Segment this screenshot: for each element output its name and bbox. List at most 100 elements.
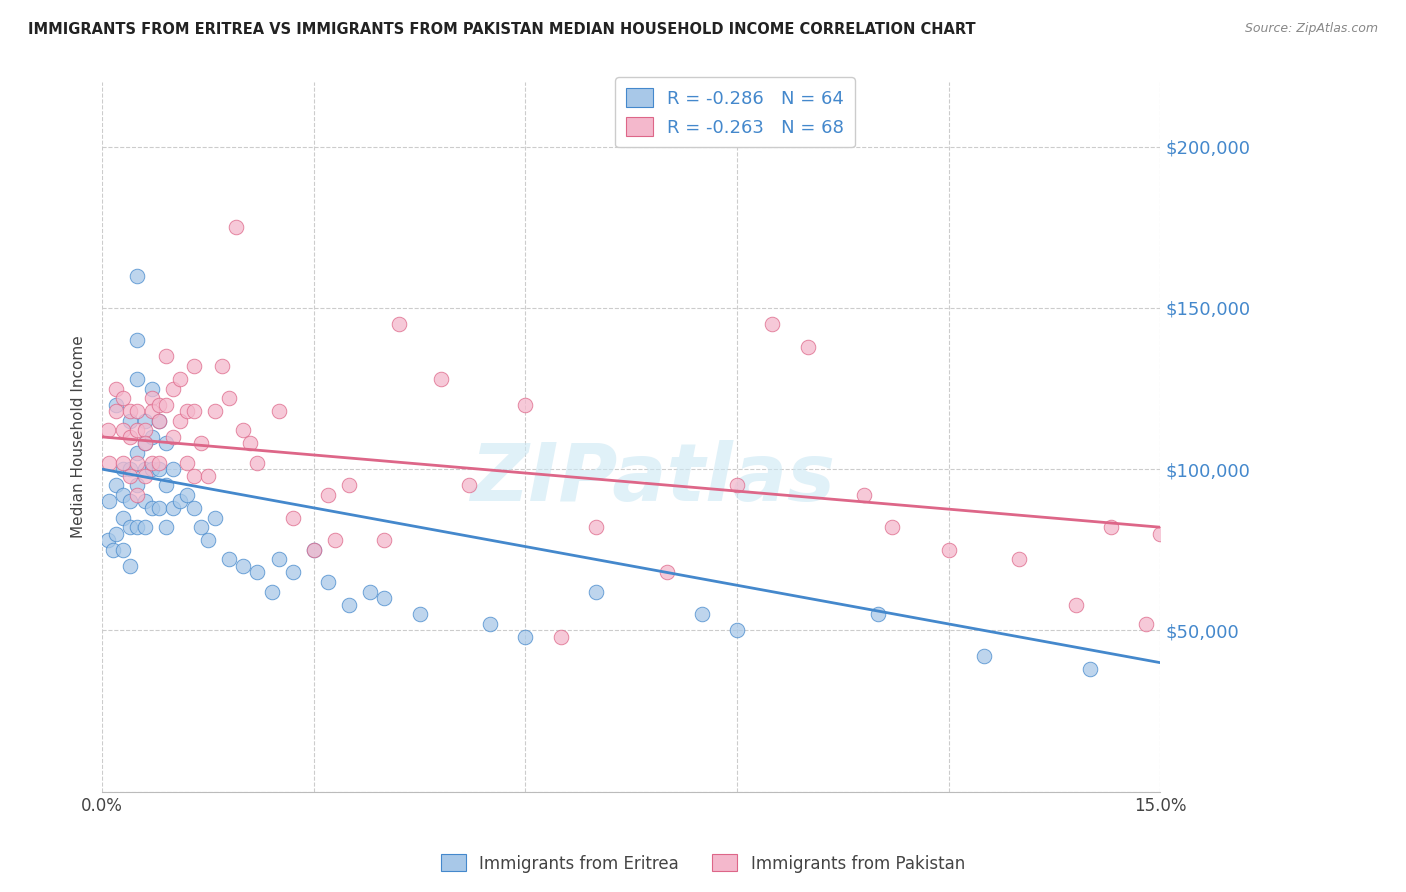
Point — [302, 542, 325, 557]
Point — [141, 500, 163, 515]
Point — [1078, 662, 1101, 676]
Point — [148, 398, 170, 412]
Point — [479, 617, 502, 632]
Point — [127, 372, 149, 386]
Point — [127, 478, 149, 492]
Point — [112, 456, 135, 470]
Point — [430, 372, 453, 386]
Point — [120, 558, 142, 573]
Point — [120, 494, 142, 508]
Y-axis label: Median Household Income: Median Household Income — [72, 335, 86, 538]
Point — [281, 566, 304, 580]
Point — [134, 520, 156, 534]
Legend: R = -0.286   N = 64, R = -0.263   N = 68: R = -0.286 N = 64, R = -0.263 N = 68 — [614, 77, 855, 147]
Point — [105, 404, 128, 418]
Point — [148, 414, 170, 428]
Point — [148, 456, 170, 470]
Point — [155, 478, 177, 492]
Point — [316, 488, 339, 502]
Point — [725, 478, 748, 492]
Point — [134, 424, 156, 438]
Point — [882, 520, 904, 534]
Point — [162, 462, 184, 476]
Point — [120, 404, 142, 418]
Point — [134, 414, 156, 428]
Point — [1099, 520, 1122, 534]
Point — [373, 591, 395, 606]
Point — [190, 520, 212, 534]
Point — [169, 414, 191, 428]
Point — [246, 456, 269, 470]
Point — [585, 520, 607, 534]
Point — [148, 462, 170, 476]
Legend: Immigrants from Eritrea, Immigrants from Pakistan: Immigrants from Eritrea, Immigrants from… — [434, 847, 972, 880]
Point — [176, 456, 198, 470]
Point — [127, 446, 149, 460]
Point — [204, 404, 226, 418]
Point — [550, 630, 572, 644]
Point — [323, 533, 346, 548]
Point — [134, 462, 156, 476]
Point — [141, 382, 163, 396]
Point — [120, 468, 142, 483]
Point — [105, 382, 128, 396]
Point — [105, 478, 128, 492]
Point — [141, 391, 163, 405]
Point — [141, 456, 163, 470]
Point — [267, 552, 290, 566]
Point — [183, 404, 205, 418]
Point — [302, 542, 325, 557]
Point — [183, 359, 205, 373]
Point — [120, 414, 142, 428]
Point — [408, 607, 430, 622]
Point — [690, 607, 713, 622]
Point — [761, 317, 783, 331]
Point — [169, 494, 191, 508]
Point — [148, 500, 170, 515]
Point — [112, 488, 135, 502]
Point — [98, 456, 121, 470]
Point — [796, 340, 818, 354]
Point — [246, 566, 269, 580]
Point — [127, 488, 149, 502]
Point — [197, 533, 219, 548]
Point — [162, 500, 184, 515]
Point — [316, 575, 339, 590]
Point — [169, 372, 191, 386]
Point — [155, 436, 177, 450]
Point — [183, 468, 205, 483]
Point — [1008, 552, 1031, 566]
Text: IMMIGRANTS FROM ERITREA VS IMMIGRANTS FROM PAKISTAN MEDIAN HOUSEHOLD INCOME CORR: IMMIGRANTS FROM ERITREA VS IMMIGRANTS FR… — [28, 22, 976, 37]
Point — [105, 398, 128, 412]
Point — [204, 510, 226, 524]
Point — [141, 404, 163, 418]
Point — [141, 430, 163, 444]
Point — [1064, 598, 1087, 612]
Point — [155, 520, 177, 534]
Point — [973, 649, 995, 664]
Point — [127, 424, 149, 438]
Point — [127, 404, 149, 418]
Point — [585, 584, 607, 599]
Point — [162, 382, 184, 396]
Point — [127, 456, 149, 470]
Point — [176, 404, 198, 418]
Point — [97, 533, 120, 548]
Point — [281, 510, 304, 524]
Point — [120, 520, 142, 534]
Point — [1149, 526, 1171, 541]
Point — [127, 520, 149, 534]
Point — [655, 566, 678, 580]
Point — [112, 391, 135, 405]
Point — [853, 488, 876, 502]
Point — [112, 424, 135, 438]
Point — [134, 468, 156, 483]
Point — [337, 598, 360, 612]
Point — [134, 436, 156, 450]
Point — [938, 542, 960, 557]
Point — [725, 624, 748, 638]
Point — [101, 542, 124, 557]
Point — [127, 268, 149, 283]
Point — [515, 398, 537, 412]
Point — [127, 333, 149, 347]
